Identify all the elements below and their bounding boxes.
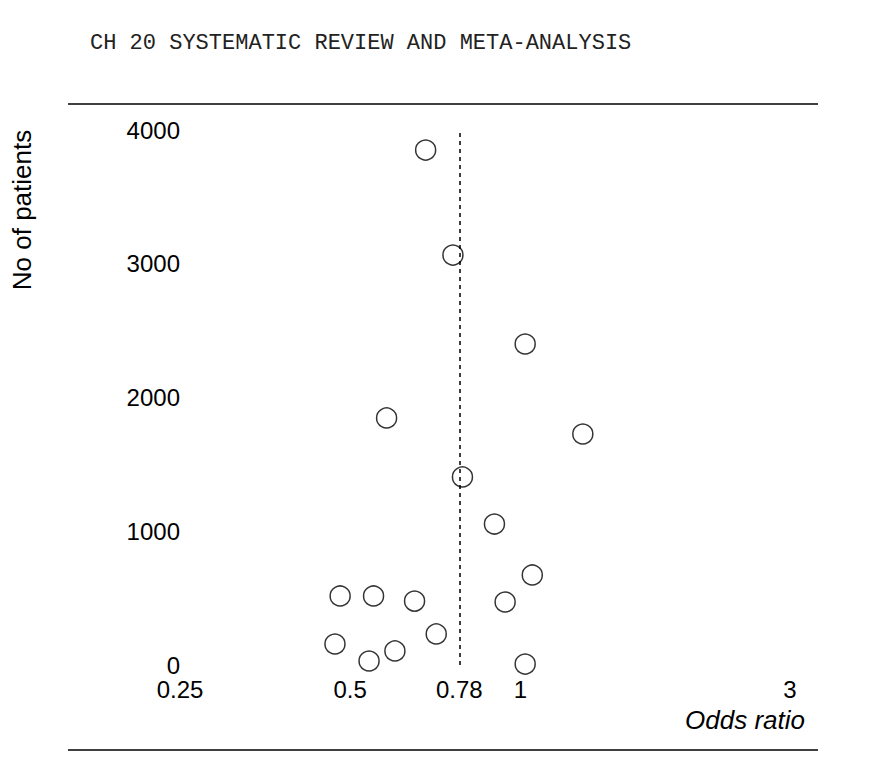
svg-text:0.25: 0.25 bbox=[157, 676, 204, 703]
svg-text:3000: 3000 bbox=[127, 250, 180, 277]
svg-text:3: 3 bbox=[783, 676, 796, 703]
svg-text:0.78: 0.78 bbox=[436, 676, 483, 703]
svg-text:4000: 4000 bbox=[127, 117, 180, 144]
svg-text:Odds ratio: Odds ratio bbox=[685, 705, 805, 735]
svg-text:1: 1 bbox=[514, 676, 527, 703]
svg-text:1000: 1000 bbox=[127, 518, 180, 545]
svg-text:CH 20 SYSTEMATIC REVIEW AND ME: CH 20 SYSTEMATIC REVIEW AND META-ANALYSI… bbox=[90, 31, 631, 56]
svg-text:0.5: 0.5 bbox=[333, 676, 366, 703]
svg-text:0: 0 bbox=[167, 652, 180, 679]
svg-text:2000: 2000 bbox=[127, 384, 180, 411]
svg-text:No of patients: No of patients bbox=[7, 130, 37, 290]
